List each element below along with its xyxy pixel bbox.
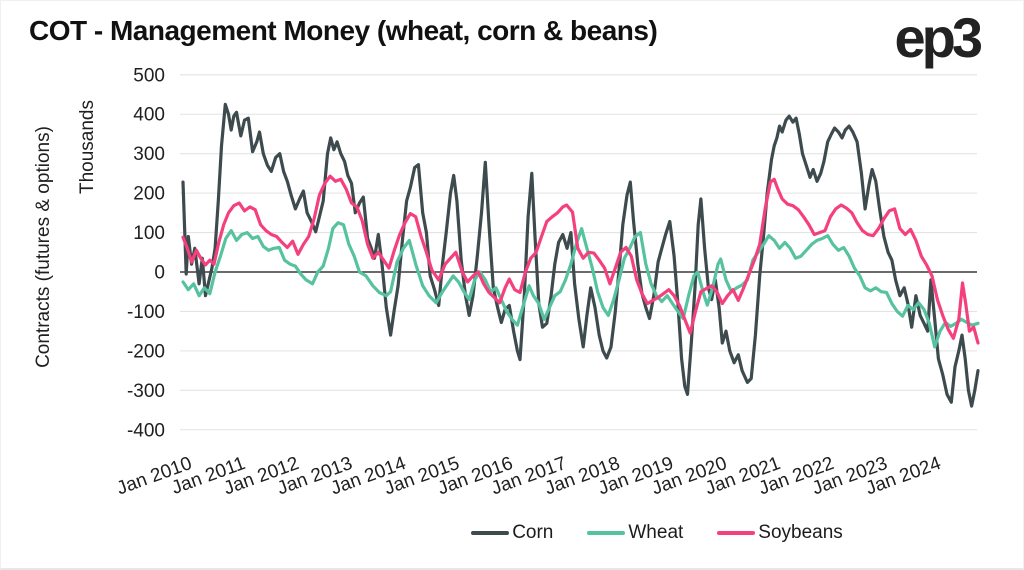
y-tick-label-200: 200 [133, 184, 165, 205]
y-tick-label-0: 0 [154, 263, 165, 284]
legend-swatch-wheat [587, 531, 626, 535]
y-tick-label-300: 300 [133, 144, 165, 165]
legend-item-soybeans: Soybeans [717, 522, 843, 544]
legend-item-corn: Corn [471, 522, 553, 544]
ep3-logo: ep3 [894, 6, 983, 69]
chart-title: COT - Management Money (wheat, corn & be… [29, 15, 658, 46]
y-tick-label-500: 500 [133, 65, 165, 86]
y-tick-label--100: -100 [127, 302, 165, 323]
y-tick-label-400: 400 [133, 105, 165, 126]
legend-swatch-corn [471, 531, 510, 535]
soybeans-series-line [181, 174, 980, 345]
corn-series-line [181, 102, 980, 408]
legend-label-corn: Corn [512, 522, 554, 543]
legend-swatch-soybeans [717, 531, 756, 535]
legend-item-wheat: Wheat [587, 522, 683, 544]
legend-label-wheat: Wheat [628, 522, 684, 543]
legend-label-soybeans: Soybeans [758, 522, 843, 543]
y-tick-label--300: -300 [127, 381, 165, 402]
wheat-series-line [181, 221, 980, 349]
y-tick-label--400: -400 [127, 420, 165, 441]
y-tick-label--200: -200 [127, 341, 165, 362]
y-tick-label-100: 100 [133, 223, 165, 244]
chart-legend: Corn Wheat Soybeans [1, 522, 1023, 544]
